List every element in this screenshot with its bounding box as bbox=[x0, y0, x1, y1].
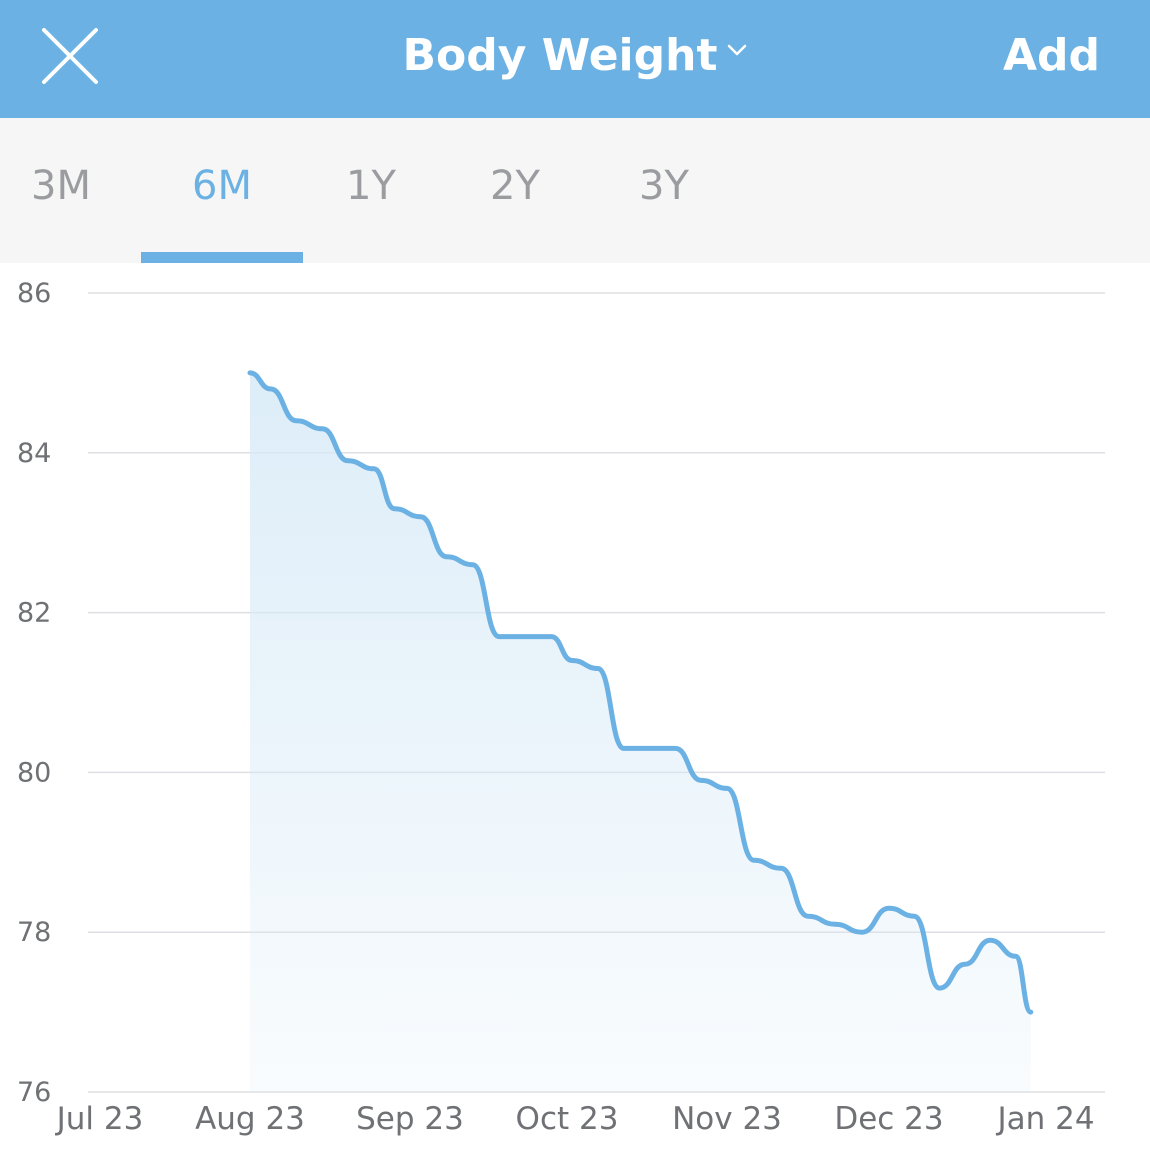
page-title: Body Weight bbox=[402, 30, 718, 81]
data-point bbox=[912, 914, 916, 918]
data-point bbox=[497, 635, 501, 639]
data-point bbox=[471, 563, 475, 567]
y-tick-label: 76 bbox=[17, 1077, 51, 1108]
data-point bbox=[1029, 1010, 1033, 1014]
data-point bbox=[269, 387, 273, 391]
data-point bbox=[860, 930, 864, 934]
x-tick-label: Nov 23 bbox=[672, 1101, 782, 1137]
tab-3y[interactable]: 3Y bbox=[639, 163, 689, 209]
weight-chart: 86 84 82 80 78 76 Jul 23 Aug 23 Sep 23 Oct 23 Nov… bbox=[17, 278, 1105, 1137]
data-point bbox=[523, 635, 527, 639]
data-point bbox=[372, 467, 376, 471]
period-tab-bar: 3M 6M 1Y 2Y 3Y bbox=[0, 118, 1150, 263]
data-point bbox=[419, 515, 423, 519]
data-point bbox=[963, 962, 967, 966]
data-point bbox=[833, 922, 837, 926]
data-point bbox=[393, 507, 397, 511]
data-point bbox=[887, 906, 891, 910]
data-point bbox=[570, 659, 574, 663]
tab-6m[interactable]: 6M bbox=[192, 163, 252, 209]
y-tick-label: 86 bbox=[17, 278, 51, 309]
y-tick-label: 84 bbox=[17, 438, 51, 469]
metric-dropdown[interactable]: Body Weight bbox=[402, 30, 747, 81]
x-axis: Jul 23 Aug 23 Sep 23 Oct 23 Nov 23 Dec 23 Jan … bbox=[55, 1101, 1095, 1137]
tab-3m[interactable]: 3M bbox=[31, 163, 91, 209]
chevron-down-icon bbox=[727, 44, 746, 56]
active-tab-indicator bbox=[141, 252, 303, 263]
x-tick-label: Dec 23 bbox=[834, 1101, 943, 1137]
data-point bbox=[779, 866, 783, 870]
data-point bbox=[248, 371, 252, 375]
data-point bbox=[596, 667, 600, 671]
title-container: Body Weight bbox=[0, 28, 1150, 84]
weight-line bbox=[247, 370, 1034, 1015]
data-point bbox=[752, 858, 756, 862]
add-button[interactable]: Add bbox=[1002, 30, 1100, 81]
data-point bbox=[673, 746, 677, 750]
data-point bbox=[725, 786, 729, 790]
y-axis: 86 84 82 80 78 76 bbox=[17, 278, 51, 1108]
data-point bbox=[549, 635, 553, 639]
data-point bbox=[806, 914, 810, 918]
x-tick-label: Jan 24 bbox=[995, 1101, 1094, 1137]
data-point bbox=[699, 778, 703, 782]
data-point bbox=[445, 555, 449, 559]
data-point bbox=[1014, 954, 1018, 958]
x-tick-label: Aug 23 bbox=[195, 1101, 305, 1137]
data-point bbox=[648, 746, 652, 750]
weight-area bbox=[250, 372, 1031, 1092]
x-tick-label: Oct 23 bbox=[516, 1101, 619, 1137]
data-point bbox=[622, 746, 626, 750]
y-tick-label: 80 bbox=[17, 757, 51, 788]
close-button[interactable] bbox=[38, 24, 102, 88]
y-tick-label: 78 bbox=[17, 917, 51, 948]
x-tick-label: Sep 23 bbox=[356, 1101, 464, 1137]
tab-1y[interactable]: 1Y bbox=[346, 163, 396, 209]
data-point bbox=[295, 419, 299, 423]
x-tick-label: Jul 23 bbox=[55, 1101, 144, 1137]
tab-2y[interactable]: 2Y bbox=[490, 163, 540, 209]
data-point bbox=[988, 938, 992, 942]
data-point bbox=[346, 459, 350, 463]
data-point bbox=[320, 427, 324, 431]
close-icon bbox=[42, 28, 98, 84]
y-tick-label: 82 bbox=[17, 598, 51, 629]
data-point bbox=[938, 986, 942, 990]
top-bar: Body Weight Add bbox=[0, 0, 1150, 118]
